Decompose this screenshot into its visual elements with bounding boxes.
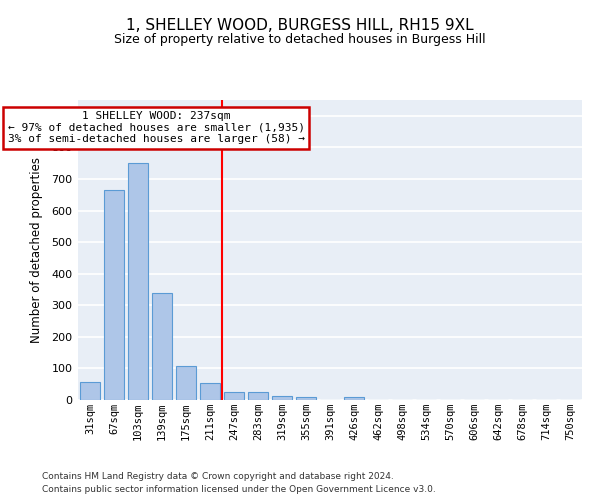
Bar bbox=[200, 382, 220, 400]
Text: Contains HM Land Registry data © Crown copyright and database right 2024.: Contains HM Land Registry data © Crown c… bbox=[42, 472, 394, 481]
Bar bbox=[224, 392, 244, 400]
Bar bbox=[104, 190, 124, 400]
Bar bbox=[344, 398, 364, 400]
Y-axis label: Number of detached properties: Number of detached properties bbox=[30, 157, 43, 343]
Bar bbox=[128, 163, 148, 400]
Text: Size of property relative to detached houses in Burgess Hill: Size of property relative to detached ho… bbox=[114, 32, 486, 46]
Bar bbox=[272, 396, 292, 400]
Bar bbox=[176, 366, 196, 400]
Bar bbox=[80, 382, 100, 400]
Text: 1 SHELLEY WOOD: 237sqm
← 97% of detached houses are smaller (1,935)
3% of semi-d: 1 SHELLEY WOOD: 237sqm ← 97% of detached… bbox=[7, 111, 305, 144]
Bar bbox=[248, 392, 268, 400]
Bar bbox=[296, 398, 316, 400]
Bar bbox=[152, 294, 172, 400]
Text: 1, SHELLEY WOOD, BURGESS HILL, RH15 9XL: 1, SHELLEY WOOD, BURGESS HILL, RH15 9XL bbox=[126, 18, 474, 32]
Text: Contains public sector information licensed under the Open Government Licence v3: Contains public sector information licen… bbox=[42, 485, 436, 494]
